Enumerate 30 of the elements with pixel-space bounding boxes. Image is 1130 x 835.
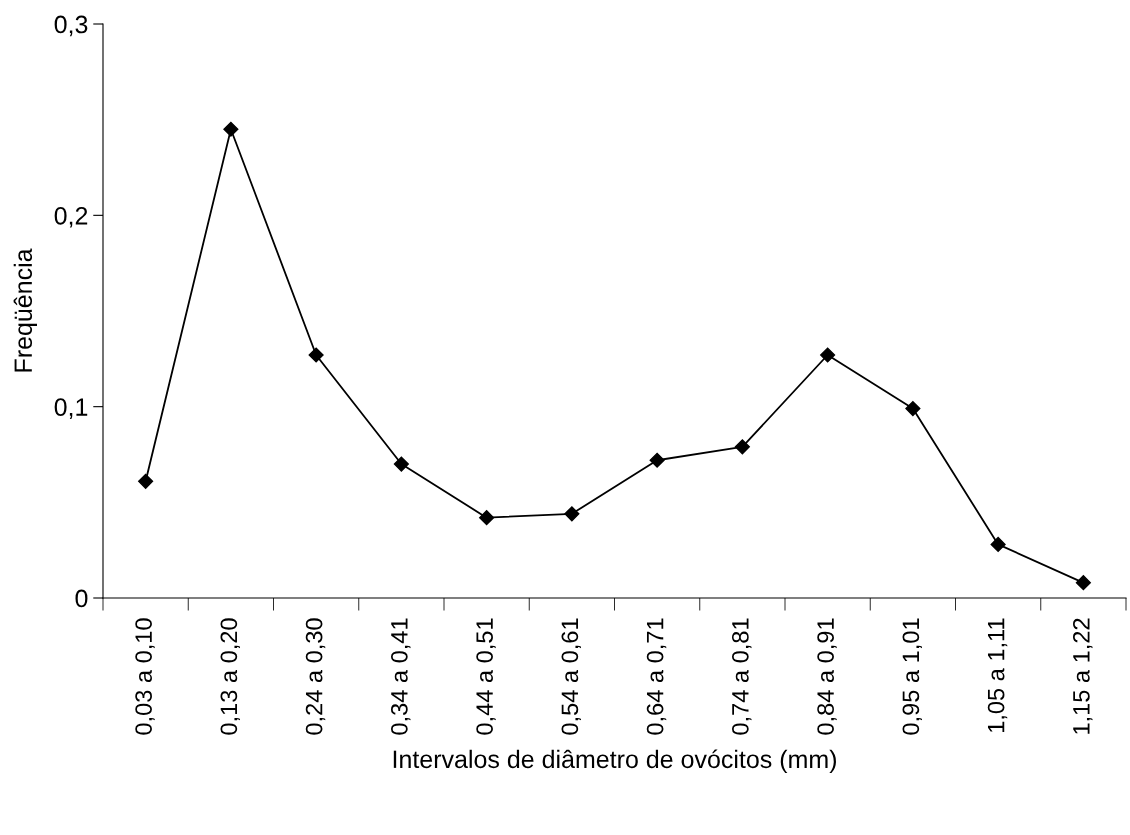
- x-tick-label: 0,54 a 0,61: [561, 618, 581, 735]
- x-tick-label: 1,15 a 1,22: [1072, 618, 1093, 734]
- point: [223, 121, 239, 137]
- y-tick-label: 0: [75, 589, 88, 608]
- y-axis-title: Freqüência: [13, 248, 37, 372]
- x-tick-label: 0,34 a 0,41: [390, 618, 411, 735]
- point: [308, 347, 324, 363]
- point: [479, 510, 495, 526]
- x-tick-label: 1,05 a 1,11: [987, 618, 1008, 733]
- point: [820, 347, 836, 363]
- x-tick-label: 0,64 a 0,71: [646, 618, 667, 735]
- x-tick-label: 0,13 a 0,20: [220, 618, 240, 735]
- x-tick-label: 0,03 a 0,10: [135, 618, 155, 735]
- point: [649, 452, 665, 468]
- x-tick-label: 0,95 a 1,01: [902, 618, 922, 735]
- y-tick-label: 0,2: [54, 206, 88, 228]
- point: [1075, 575, 1091, 591]
- x-axis-title: Intervalos de diâmetro de ovócitos (mm): [393, 749, 836, 774]
- x-tick-label: 0,44 a 0,51: [476, 618, 496, 735]
- point: [734, 439, 750, 455]
- point: [393, 456, 409, 472]
- y-tick-label: 0,1: [54, 398, 88, 419]
- point: [905, 401, 921, 417]
- point: [990, 536, 1006, 552]
- x-tick-label: 0,24 a 0,30: [305, 618, 326, 735]
- y-tick-label: 0,3: [54, 15, 88, 37]
- point: [564, 506, 580, 522]
- point: [138, 473, 154, 489]
- x-tick-label: 0,84 a 0,91: [817, 618, 837, 735]
- x-tick-label: 0,74 a 0,81: [731, 618, 752, 735]
